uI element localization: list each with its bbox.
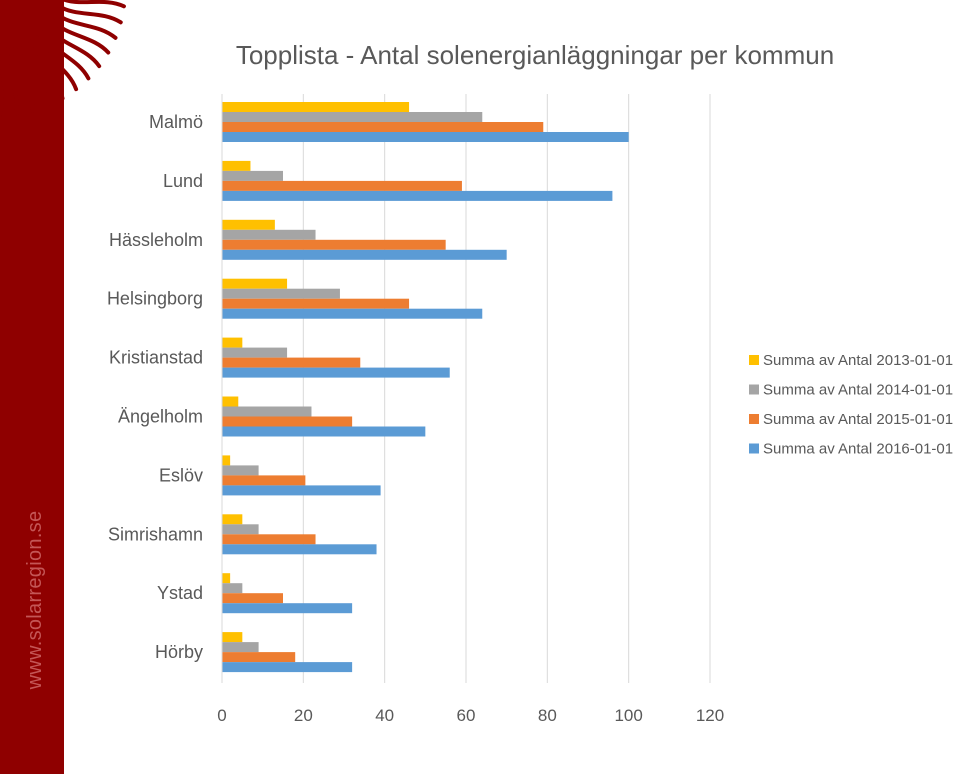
category-label: Ängelholm: [118, 407, 203, 427]
bar: [222, 357, 361, 368]
sun-ray: [40, 30, 91, 81]
x-tick-label: 40: [375, 706, 394, 725]
bar: [222, 278, 288, 289]
sun-ray: [0, 48, 5, 117]
x-tick-label: 0: [217, 706, 226, 725]
sun-ray: [34, 35, 79, 92]
bar: [222, 347, 288, 358]
bar: [222, 170, 283, 181]
bar: [222, 632, 243, 643]
sun-ray: [28, 39, 65, 101]
category-label: Helsingborg: [107, 289, 203, 309]
category-label: Simrishamn: [108, 524, 203, 544]
x-tick-label: 120: [696, 706, 724, 725]
category-label: Eslöv: [159, 465, 203, 485]
bar: [222, 337, 243, 348]
sun-ray: [59, 0, 126, 9]
category-label: Ystad: [157, 583, 203, 603]
bar: [222, 465, 259, 476]
x-tick-label: 100: [614, 706, 642, 725]
bar: [222, 544, 377, 555]
legend-swatch: [749, 355, 759, 365]
sun-ray: [20, 43, 50, 108]
bar: [222, 367, 450, 378]
bar: [222, 229, 316, 240]
bar: [222, 132, 629, 142]
bar: [222, 573, 231, 584]
sun-ray: [5, 47, 19, 116]
legend-label: Summa av Antal 2014-01-01: [763, 382, 953, 399]
bar: [222, 239, 446, 250]
bar: [222, 308, 483, 319]
bar: [222, 652, 296, 663]
bar: [222, 475, 306, 486]
bar: [222, 112, 483, 122]
bar: [222, 583, 243, 594]
x-tick-label: 60: [457, 706, 476, 725]
bar: [222, 249, 507, 260]
sidebar: www.solarregion.se: [0, 0, 64, 774]
sun-ray: [55, 3, 123, 25]
bar: [222, 514, 243, 525]
bar: [222, 485, 381, 496]
bar: [222, 288, 340, 299]
x-tick-label: 80: [538, 706, 557, 725]
legend-label: Summa av Antal 2013-01-01: [763, 352, 953, 369]
bar: [222, 455, 231, 466]
category-label: Hässleholm: [109, 230, 203, 250]
sun-ray: [49, 18, 111, 55]
bar: [222, 160, 251, 171]
bar: [222, 416, 353, 427]
legend-label: Summa av Antal 2015-01-01: [763, 411, 953, 428]
legend-swatch: [749, 384, 759, 395]
bar: [222, 190, 613, 201]
bar: [222, 534, 316, 545]
legend-swatch: [749, 414, 759, 424]
bar: [222, 524, 259, 535]
category-label: Lund: [163, 171, 203, 191]
bar: [222, 406, 312, 417]
legend: Summa av Antal 2013-01-01 Summa av Antal …: [749, 352, 953, 458]
chart-title: Topplista - Antal solenergianläggningar …: [235, 40, 835, 70]
bar: [222, 180, 462, 191]
bars: [222, 102, 629, 673]
x-tick-label: 20: [294, 706, 313, 725]
bar: [222, 603, 353, 614]
bar: [222, 642, 259, 653]
bar: [222, 122, 544, 132]
category-label: Hörby: [155, 642, 203, 662]
legend-swatch: [749, 443, 759, 454]
sun-ray: [13, 45, 35, 113]
bar: [222, 662, 353, 673]
bar: [222, 102, 410, 112]
category-label: Kristianstad: [109, 348, 203, 368]
bar: [222, 426, 426, 437]
bar: [222, 593, 283, 604]
sun-ray: [53, 10, 118, 40]
sun-ray: [45, 24, 102, 69]
bar: [222, 298, 410, 309]
bar: [222, 396, 239, 407]
category-label: Malmö: [149, 112, 203, 132]
legend-label: Summa av Antal 2016-01-01: [763, 441, 953, 458]
axes: 0 20 40 60 80 100 120 Malmö Lund Hässleholm Helsin…: [107, 94, 724, 725]
bar: [222, 219, 275, 230]
